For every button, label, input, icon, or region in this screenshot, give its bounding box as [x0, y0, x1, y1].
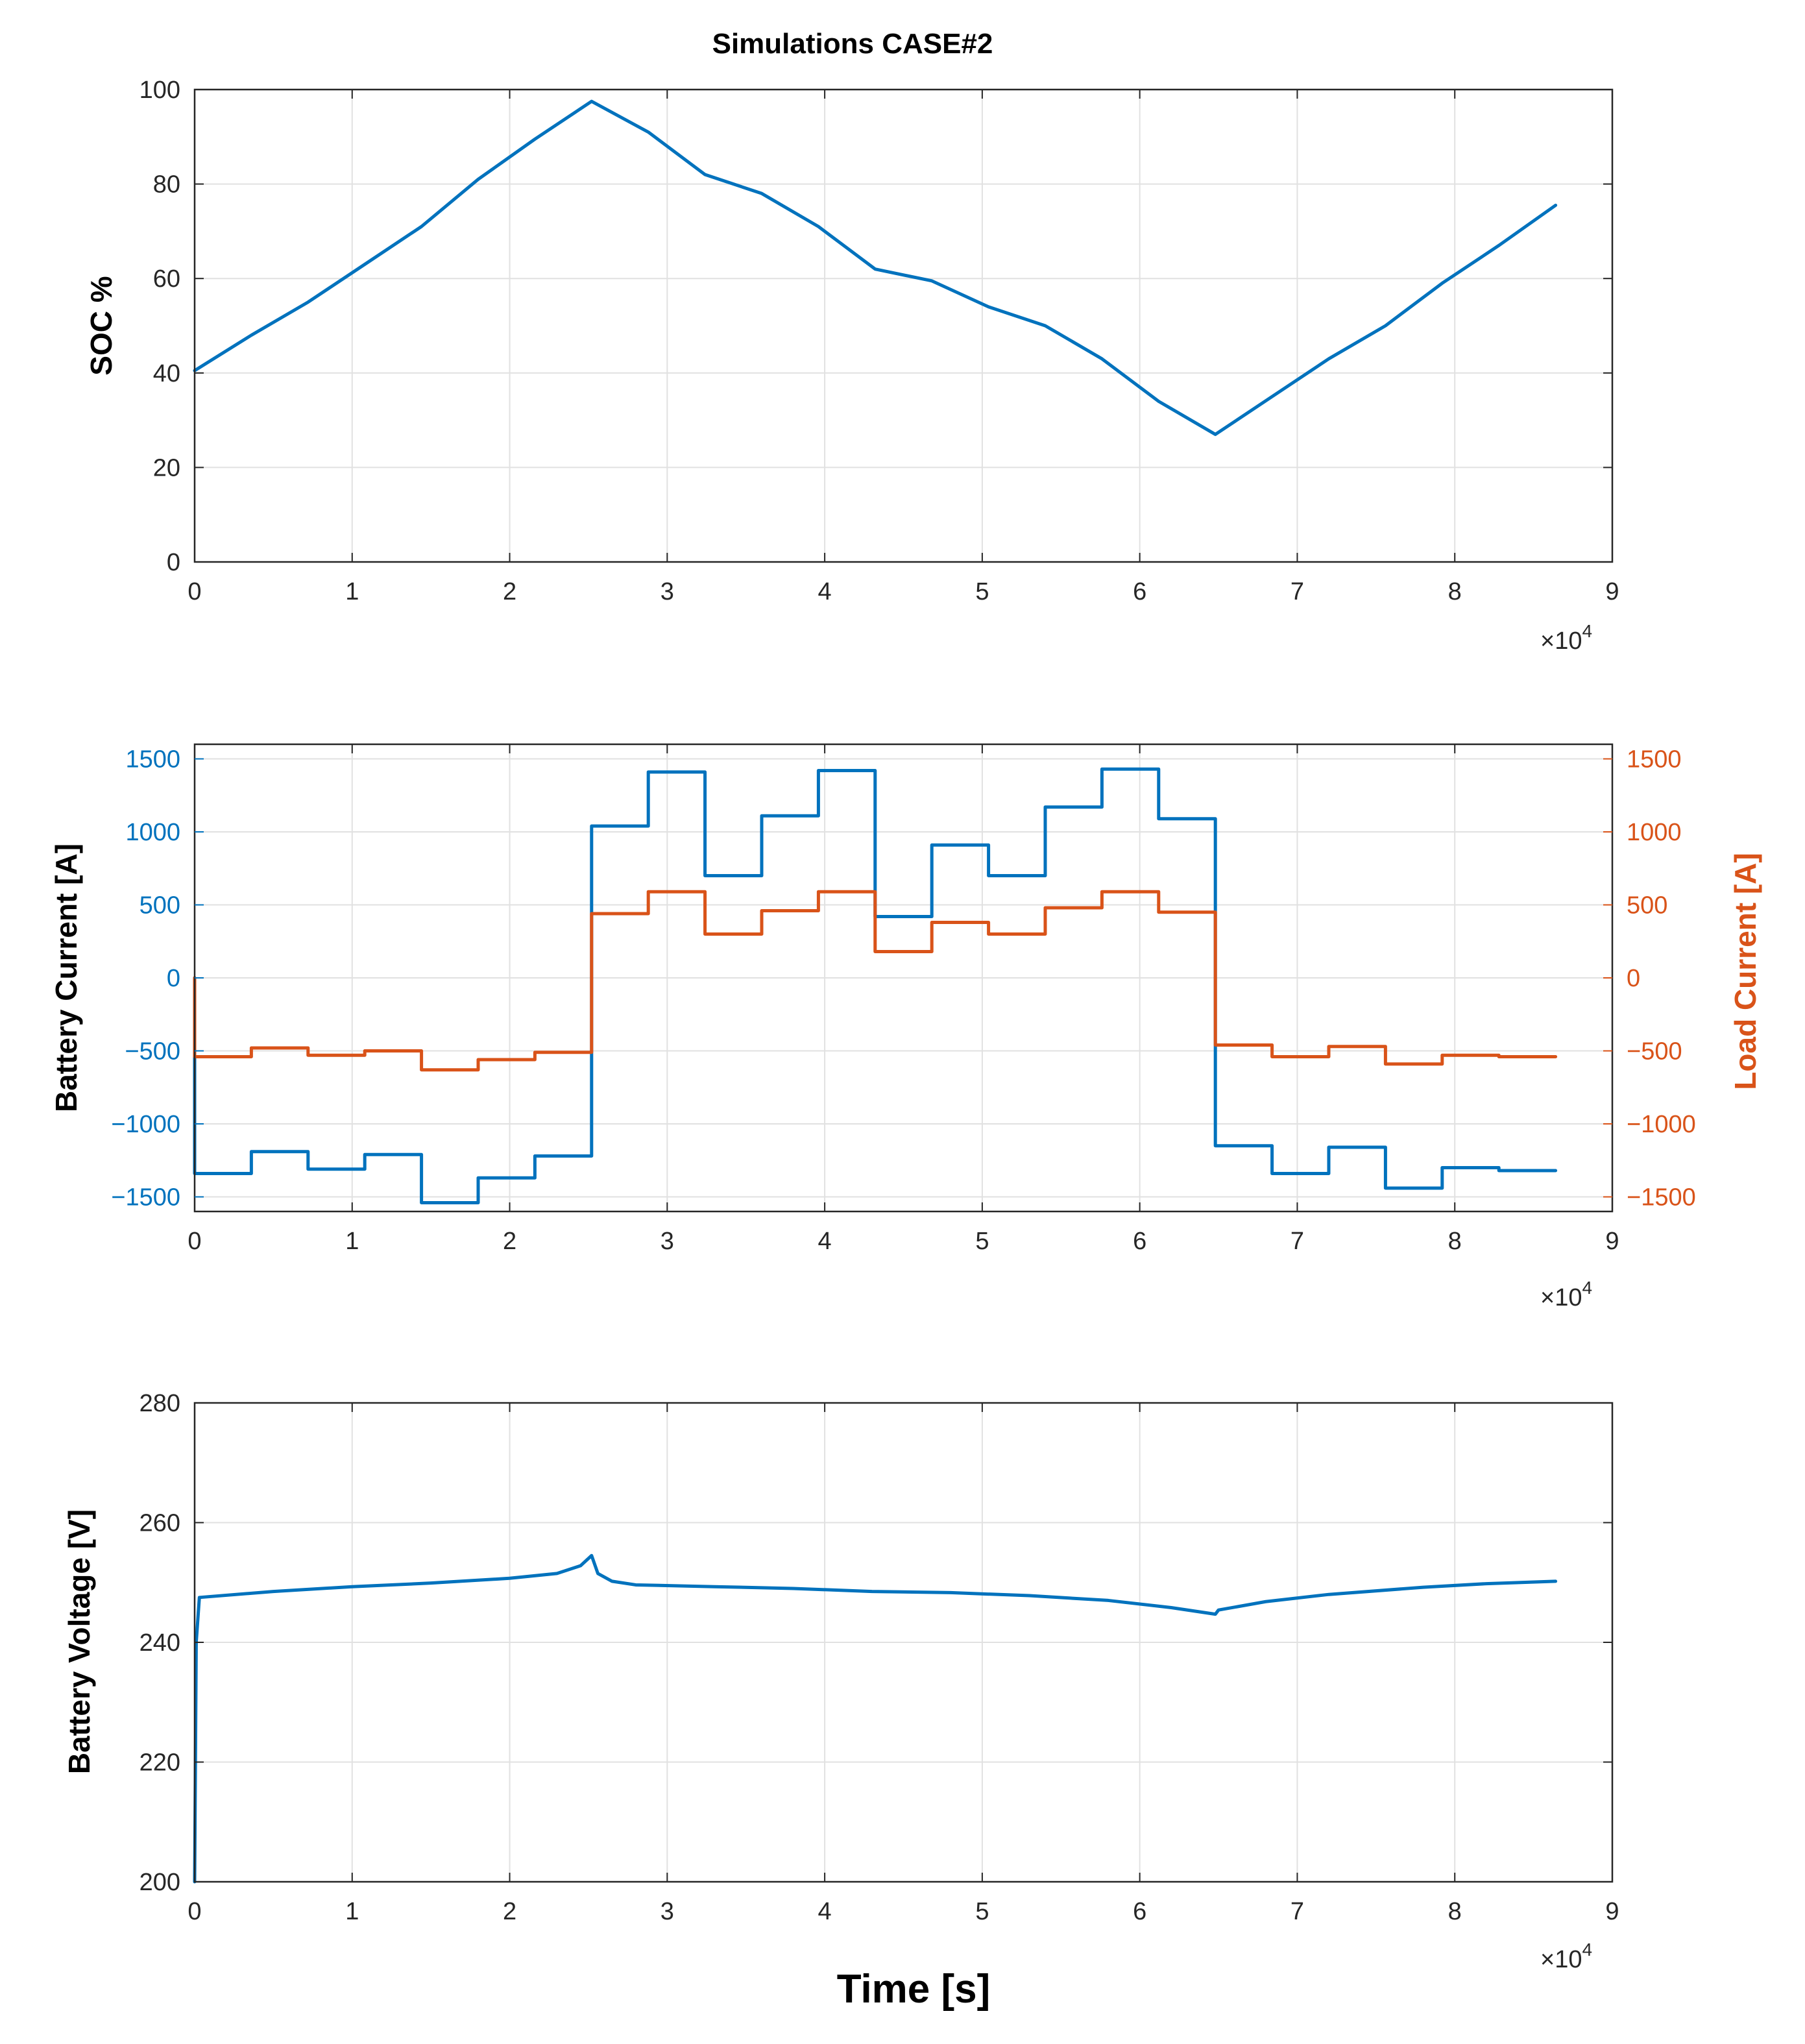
soc-axes-box: [193, 88, 1614, 563]
x-tick-label: 0: [188, 578, 201, 605]
x-tick-label: 5: [975, 1228, 989, 1255]
series-line-battery-voltage: [193, 1553, 1558, 1884]
x-tick-label: 2: [503, 1898, 516, 1925]
voltage-x-multiplier: ×104: [1540, 1940, 1592, 1973]
x-tick-label: 5: [975, 578, 989, 605]
x-tick-label: 0: [188, 1228, 201, 1255]
voltage-y-ticks: 200 220 240 260 280: [139, 1390, 1612, 1896]
x-tick-label: 9: [1605, 1228, 1619, 1255]
x-tick-label: 3: [660, 1228, 674, 1255]
soc-y-ticks: 0 20 40 60 80 100: [139, 77, 1612, 576]
x-tick-label: 6: [1133, 578, 1146, 605]
y-tick-label-right: −500: [1627, 1038, 1682, 1065]
soc-series: [193, 99, 1558, 436]
series-line-load-current: [193, 890, 1558, 1072]
voltage-grid: [195, 1403, 1612, 1882]
series-line-battery-current: [193, 767, 1558, 1204]
figure-title: Simulations CASE#2: [712, 28, 993, 60]
y-tick-label: 240: [139, 1629, 180, 1657]
x-tick-label: 4: [818, 1898, 832, 1925]
x-tick-label: 7: [1290, 1228, 1304, 1255]
x-tick-label: 5: [975, 1898, 989, 1925]
x-tick-label: 6: [1133, 1228, 1146, 1255]
current-series: [193, 767, 1558, 1204]
x-tick-label: 6: [1133, 1898, 1146, 1925]
y-tick-label: 40: [153, 360, 180, 387]
y-tick-label: 1000: [125, 819, 180, 846]
y-tick-label: 0: [167, 549, 180, 576]
x-tick-label: 1: [345, 1228, 359, 1255]
current-y-ticks-right: −1500 −1000 −500 0 500 1000 1500: [1603, 746, 1696, 1211]
x-tick-label: 7: [1290, 578, 1304, 605]
y-tick-label-right: 0: [1627, 965, 1640, 992]
y-tick-label: −1500: [111, 1184, 180, 1211]
y-tick-label-right: 1500: [1627, 746, 1682, 773]
soc-y-label: SOC %: [84, 276, 118, 375]
y-tick-label-right: 500: [1627, 892, 1667, 919]
y-tick-label: 500: [139, 892, 180, 919]
y-tick-label: 280: [139, 1390, 180, 1417]
current-x-ticks: 0 1 2 3 4 5 6 7 8 9: [188, 744, 1619, 1255]
y-tick-label: 200: [139, 1869, 180, 1896]
x-tick-label: 3: [660, 578, 674, 605]
y-tick-label-right: −1000: [1627, 1111, 1696, 1138]
current-grid: [195, 744, 1612, 1211]
soc-x-ticks: 0 1 2 3 4 5 6 7 8 9: [188, 90, 1619, 605]
y-tick-label: 0: [167, 965, 180, 992]
load-current-y-label: Load Current [A]: [1728, 853, 1762, 1089]
x-tick-label: 8: [1448, 1898, 1462, 1925]
y-tick-label: 220: [139, 1749, 180, 1777]
voltage-x-ticks: 0 1 2 3 4 5 6 7 8 9: [188, 1403, 1619, 1925]
battery-current-y-label: Battery Current [A]: [49, 844, 83, 1112]
voltage-series: [193, 1553, 1558, 1884]
voltage-y-label: Battery Voltage [V]: [62, 1509, 96, 1774]
x-tick-label: 4: [818, 1228, 832, 1255]
current-x-multiplier: ×104: [1540, 1278, 1592, 1311]
soc-x-multiplier: ×104: [1540, 621, 1592, 655]
x-axis-label: Time [s]: [837, 1967, 991, 2012]
soc-panel: 0 1 2 3 4 5 6 7 8 9 0 20 40 60 80 100 ×104 SOC %: [84, 77, 1619, 655]
y-tick-label: −1000: [111, 1111, 180, 1138]
current-y-ticks-left: −1500 −1000 −500 0 500 1000 1500: [111, 746, 204, 1211]
y-tick-label-right: −1500: [1627, 1184, 1696, 1211]
y-tick-label: 80: [153, 171, 180, 199]
x-tick-label: 1: [345, 1898, 359, 1925]
x-tick-label: 3: [660, 1898, 674, 1925]
y-tick-label: 260: [139, 1510, 180, 1537]
y-tick-label: 1500: [125, 746, 180, 773]
x-tick-label: 8: [1448, 1228, 1462, 1255]
soc-grid: [195, 90, 1612, 562]
x-tick-label: 2: [503, 1228, 516, 1255]
x-tick-label: 9: [1605, 578, 1619, 605]
y-tick-label: 20: [153, 454, 180, 481]
x-tick-label: 0: [188, 1898, 201, 1925]
y-tick-label: −500: [125, 1038, 180, 1065]
y-tick-label-right: 1000: [1627, 819, 1682, 846]
current-panel: 0 1 2 3 4 5 6 7 8 9 −1500 −1000 −500 0 500 1000 1500 −1…: [49, 743, 1762, 1311]
x-tick-label: 7: [1290, 1898, 1304, 1925]
x-tick-label: 8: [1448, 578, 1462, 605]
x-tick-label: 9: [1605, 1898, 1619, 1925]
x-tick-label: 2: [503, 578, 516, 605]
y-tick-label: 100: [139, 77, 180, 104]
series-line-soc: [193, 99, 1558, 436]
voltage-panel: 0 1 2 3 4 5 6 7 8 9 200 220 240 260 280 ×104 Battery …: [62, 1390, 1619, 1973]
x-tick-label: 1: [345, 578, 359, 605]
y-tick-label: 60: [153, 265, 180, 293]
x-tick-label: 4: [818, 578, 832, 605]
